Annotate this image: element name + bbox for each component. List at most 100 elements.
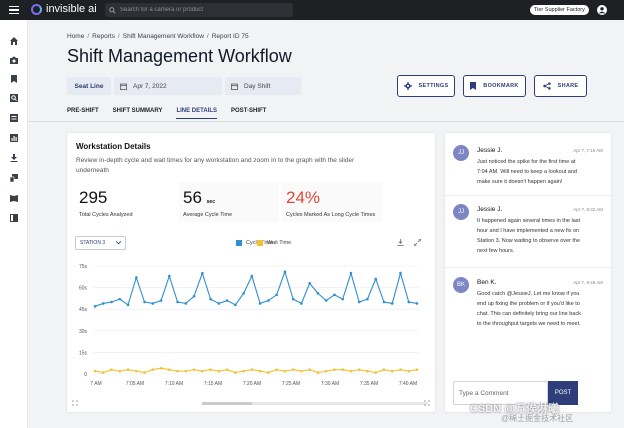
data-point-wait-time[interactable] <box>242 369 245 373</box>
breadcrumb-item[interactable]: Home <box>67 33 85 40</box>
data-point-wait-time[interactable] <box>341 368 344 371</box>
tab-shift-summary[interactable]: SHIFT SUMMARY <box>112 108 163 114</box>
camera-icon[interactable] <box>10 56 18 64</box>
data-point-cycle-time[interactable] <box>250 274 254 278</box>
data-point-cycle-time[interactable] <box>291 297 295 301</box>
data-point-wait-time[interactable] <box>134 369 138 373</box>
bookmark-icon[interactable] <box>10 75 18 83</box>
tab-line-details[interactable]: LINE DETAILS <box>176 108 218 119</box>
data-point-wait-time[interactable] <box>201 369 204 373</box>
expand-icon[interactable] <box>414 239 421 246</box>
data-point-cycle-time[interactable] <box>407 300 411 304</box>
data-point-cycle-time[interactable] <box>242 292 245 295</box>
station-select[interactable]: STATION 3 <box>75 236 126 250</box>
data-point-cycle-time[interactable] <box>110 300 113 304</box>
slider-thumb[interactable] <box>202 402 252 405</box>
data-point-cycle-time[interactable] <box>300 302 303 305</box>
data-point-cycle-time[interactable] <box>234 303 237 307</box>
data-point-cycle-time[interactable] <box>176 300 179 304</box>
data-point-wait-time[interactable] <box>399 368 402 371</box>
data-point-wait-time[interactable] <box>217 369 221 373</box>
data-point-wait-time[interactable] <box>308 368 311 371</box>
data-point-cycle-time[interactable] <box>275 293 278 297</box>
data-point-wait-time[interactable] <box>159 366 163 370</box>
settings-button[interactable]: SETTINGS <box>397 75 455 97</box>
data-point-cycle-time[interactable] <box>366 297 369 301</box>
data-point-cycle-time[interactable] <box>382 300 386 304</box>
data-point-wait-time[interactable] <box>126 368 130 371</box>
breadcrumb-item[interactable]: Reports <box>92 33 115 40</box>
data-point-wait-time[interactable] <box>110 368 113 371</box>
series-line-cycle-time[interactable] <box>94 270 418 307</box>
document-icon[interactable] <box>10 214 18 222</box>
data-point-cycle-time[interactable] <box>126 303 130 307</box>
data-point-cycle-time[interactable] <box>333 293 336 297</box>
data-point-cycle-time[interactable] <box>118 297 122 301</box>
share-button[interactable]: SHARE <box>534 75 587 97</box>
chart-icon[interactable] <box>10 134 18 142</box>
search-input[interactable] <box>120 7 280 13</box>
logo[interactable]: invisible ai <box>31 3 97 15</box>
search-icon[interactable] <box>10 94 18 102</box>
menu-icon[interactable] <box>9 6 19 14</box>
tab-pre-shift[interactable]: PRE-SHIFT <box>67 108 99 114</box>
data-point-wait-time[interactable] <box>382 368 386 371</box>
data-point-wait-time[interactable] <box>366 369 369 373</box>
line-chart[interactable]: 75s 60s 45s 30s 15s 07 AM 7:05 AM 7:10 AM 7:15 A… <box>67 258 435 398</box>
data-point-cycle-time[interactable] <box>390 302 394 305</box>
report-icon[interactable] <box>10 114 18 122</box>
factory-selector[interactable]: Tier Supplier Factory <box>530 5 589 15</box>
data-point-wait-time[interactable] <box>267 371 270 374</box>
data-point-cycle-time[interactable] <box>357 300 361 304</box>
data-point-wait-time[interactable] <box>258 369 262 373</box>
data-point-cycle-time[interactable] <box>184 302 188 305</box>
data-point-cycle-time[interactable] <box>399 271 402 275</box>
data-point-cycle-time[interactable] <box>101 302 105 305</box>
data-point-cycle-time[interactable] <box>217 302 221 305</box>
data-point-cycle-time[interactable] <box>168 274 171 278</box>
breadcrumb-item[interactable]: Shift Management Workflow <box>122 33 204 40</box>
data-point-wait-time[interactable] <box>275 368 278 371</box>
data-point-cycle-time[interactable] <box>143 300 146 304</box>
slider-track[interactable] <box>202 402 428 405</box>
data-point-wait-time[interactable] <box>283 369 287 373</box>
data-point-cycle-time[interactable] <box>159 299 163 302</box>
data-point-wait-time[interactable] <box>192 368 196 371</box>
data-point-cycle-time[interactable] <box>308 281 311 285</box>
data-point-cycle-time[interactable] <box>374 277 378 281</box>
bookmark-button[interactable]: BOOKMARK <box>463 75 526 97</box>
data-point-wait-time[interactable] <box>143 371 146 374</box>
data-point-wait-time[interactable] <box>390 369 394 373</box>
legend-wait-time[interactable]: Wait Time <box>257 240 291 246</box>
drag-handle-icon[interactable] <box>424 400 430 406</box>
data-point-wait-time[interactable] <box>93 369 97 373</box>
data-point-cycle-time[interactable] <box>324 299 328 302</box>
device-icon[interactable] <box>10 174 18 182</box>
data-point-cycle-time[interactable] <box>151 302 155 305</box>
download-icon[interactable] <box>10 154 18 162</box>
data-point-cycle-time[interactable] <box>349 271 353 275</box>
data-point-wait-time[interactable] <box>250 368 254 371</box>
data-point-cycle-time[interactable] <box>225 299 229 302</box>
drag-handle-icon[interactable] <box>72 400 78 406</box>
book-icon[interactable] <box>10 194 18 202</box>
data-point-wait-time[interactable] <box>209 368 212 371</box>
data-point-cycle-time[interactable] <box>316 292 320 295</box>
data-point-wait-time[interactable] <box>291 368 295 371</box>
comment-input[interactable] <box>453 381 548 405</box>
data-point-wait-time[interactable] <box>101 371 105 374</box>
data-point-wait-time[interactable] <box>225 368 229 371</box>
data-point-wait-time[interactable] <box>324 369 328 373</box>
seat-filter[interactable]: Seat Line <box>67 77 111 95</box>
tab-post-shift[interactable]: POST-SHIFT <box>231 108 267 114</box>
data-point-cycle-time[interactable] <box>341 297 344 301</box>
download-icon[interactable] <box>397 239 404 246</box>
series-line-wait-time[interactable] <box>94 367 418 374</box>
data-point-wait-time[interactable] <box>316 371 320 374</box>
data-point-wait-time[interactable] <box>357 368 361 371</box>
date-filter[interactable]: Apr 7, 2022 <box>114 77 222 95</box>
data-point-cycle-time[interactable] <box>283 270 287 274</box>
zoom-slider[interactable] <box>72 399 430 407</box>
data-point-wait-time[interactable] <box>407 369 411 373</box>
account-icon[interactable] <box>597 5 607 15</box>
